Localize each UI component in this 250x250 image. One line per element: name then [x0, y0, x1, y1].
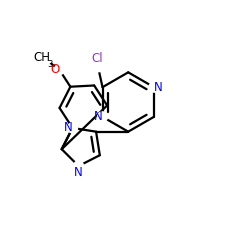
Text: N: N — [154, 81, 163, 94]
Circle shape — [68, 123, 78, 133]
Circle shape — [36, 50, 52, 66]
Text: N: N — [64, 122, 72, 134]
Circle shape — [54, 65, 64, 75]
Text: N: N — [94, 110, 102, 123]
Circle shape — [74, 161, 84, 171]
Circle shape — [149, 82, 159, 92]
Text: 3: 3 — [48, 60, 53, 70]
Circle shape — [91, 58, 104, 72]
Text: O: O — [50, 63, 59, 76]
Text: N: N — [74, 166, 83, 179]
Text: CH: CH — [33, 52, 50, 64]
Circle shape — [98, 112, 108, 122]
Text: Cl: Cl — [92, 52, 104, 65]
